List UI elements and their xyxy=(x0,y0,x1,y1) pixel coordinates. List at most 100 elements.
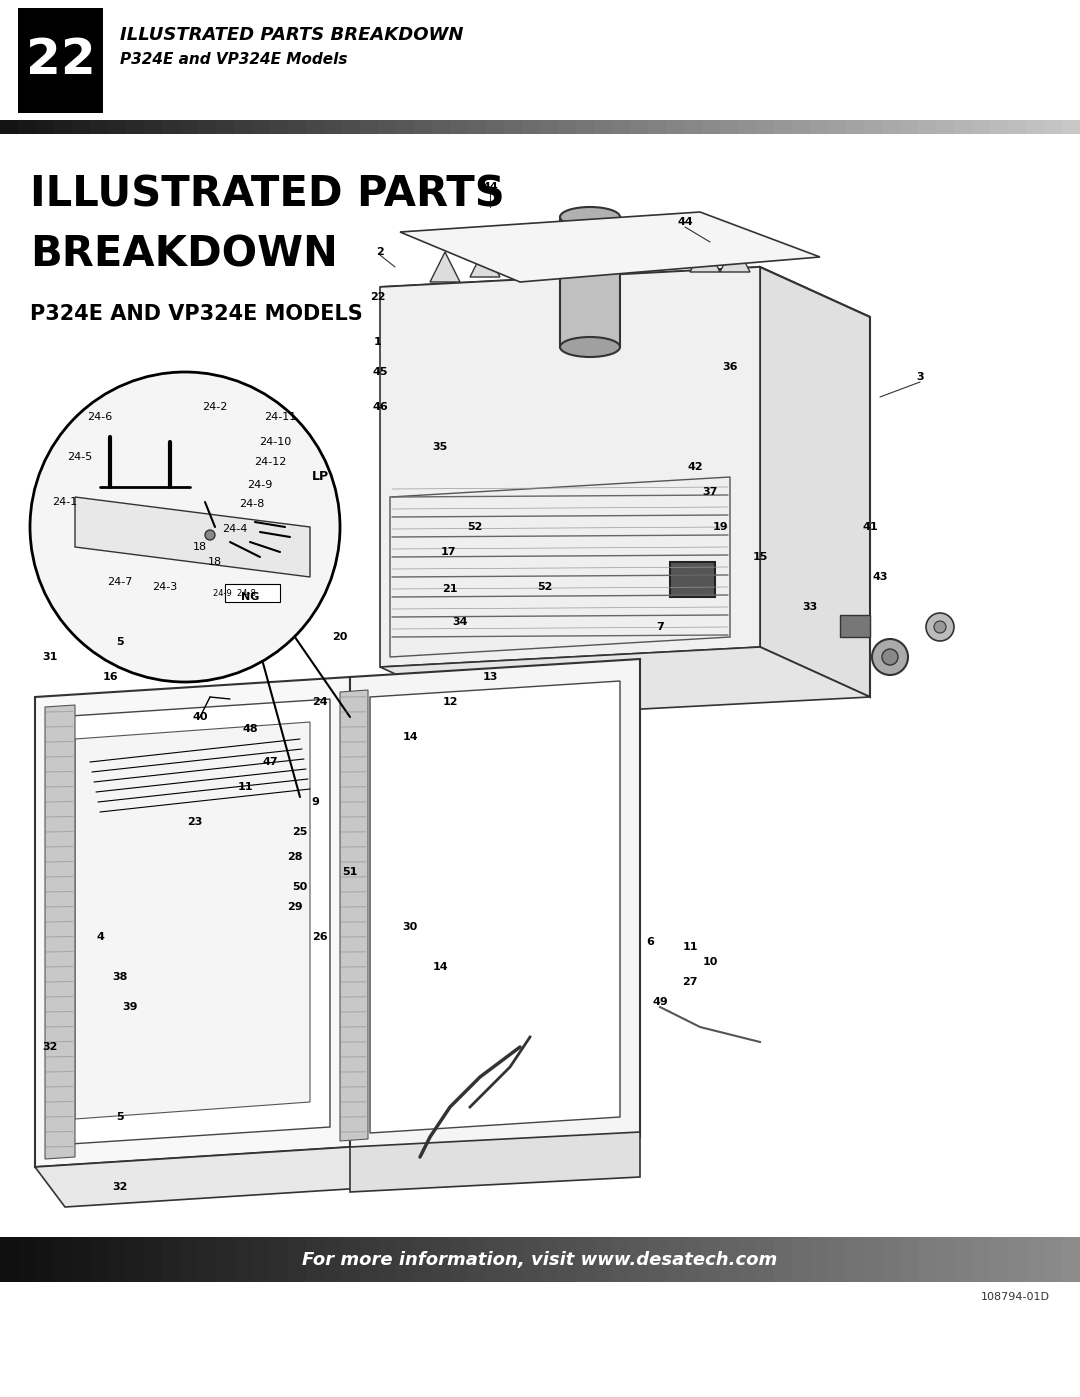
Bar xyxy=(702,1236,721,1282)
Bar xyxy=(180,120,199,134)
Circle shape xyxy=(30,372,340,682)
Polygon shape xyxy=(45,705,75,1160)
Bar xyxy=(252,1236,271,1282)
Bar xyxy=(90,1236,109,1282)
Bar xyxy=(288,1236,307,1282)
Text: 10: 10 xyxy=(702,957,718,967)
Bar xyxy=(756,1236,775,1282)
Circle shape xyxy=(934,622,946,633)
Bar xyxy=(144,1236,163,1282)
Polygon shape xyxy=(400,212,820,282)
Circle shape xyxy=(882,650,897,665)
Text: 20: 20 xyxy=(333,631,348,643)
Text: 18: 18 xyxy=(208,557,222,567)
Text: 24-12: 24-12 xyxy=(254,457,286,467)
Bar xyxy=(0,120,19,134)
Polygon shape xyxy=(75,497,310,577)
Text: 47: 47 xyxy=(262,757,278,767)
Bar xyxy=(486,120,505,134)
Text: 23: 23 xyxy=(187,817,203,827)
Bar xyxy=(414,1236,433,1282)
Polygon shape xyxy=(690,242,720,272)
Bar xyxy=(846,1236,865,1282)
Bar xyxy=(468,120,487,134)
Polygon shape xyxy=(350,659,640,1155)
Bar xyxy=(972,1236,991,1282)
Text: 40: 40 xyxy=(192,712,207,722)
Circle shape xyxy=(926,613,954,641)
Bar xyxy=(612,1236,631,1282)
Bar xyxy=(972,120,991,134)
Text: 33: 33 xyxy=(802,602,818,612)
Text: P324E and VP324E Models: P324E and VP324E Models xyxy=(120,53,348,67)
Text: 1: 1 xyxy=(374,337,382,346)
Bar xyxy=(1062,120,1080,134)
Bar xyxy=(630,1236,649,1282)
Text: 29: 29 xyxy=(287,902,302,912)
Text: 41: 41 xyxy=(862,522,878,532)
Bar xyxy=(882,1236,901,1282)
Text: 24: 24 xyxy=(312,697,328,707)
Bar xyxy=(324,1236,343,1282)
Bar xyxy=(36,1236,55,1282)
Text: 34: 34 xyxy=(453,617,468,627)
Polygon shape xyxy=(380,647,870,717)
Bar xyxy=(414,120,433,134)
Text: 21: 21 xyxy=(442,584,458,594)
Bar xyxy=(954,120,973,134)
Bar xyxy=(1044,1236,1063,1282)
Text: 36: 36 xyxy=(723,362,738,372)
Polygon shape xyxy=(380,267,870,342)
Bar xyxy=(225,584,280,602)
Text: 15: 15 xyxy=(753,552,768,562)
Bar xyxy=(162,1236,181,1282)
Circle shape xyxy=(872,638,908,675)
Text: BREAKDOWN: BREAKDOWN xyxy=(30,233,338,275)
Polygon shape xyxy=(340,690,368,1141)
Text: 24-6: 24-6 xyxy=(87,412,112,422)
Text: ILLUSTRATED PARTS BREAKDOWN: ILLUSTRATED PARTS BREAKDOWN xyxy=(120,27,463,43)
Bar xyxy=(270,1236,289,1282)
Bar xyxy=(36,120,55,134)
Bar xyxy=(18,120,37,134)
Text: 22: 22 xyxy=(26,36,95,84)
Text: 26: 26 xyxy=(312,932,328,942)
Text: 14: 14 xyxy=(402,732,418,742)
Bar xyxy=(396,1236,415,1282)
Text: 18: 18 xyxy=(193,542,207,552)
Text: 2: 2 xyxy=(376,247,383,257)
Text: 28: 28 xyxy=(287,852,302,862)
Text: 32: 32 xyxy=(112,1182,127,1192)
Bar xyxy=(342,120,361,134)
Bar xyxy=(378,1236,397,1282)
Bar xyxy=(0,1236,19,1282)
Polygon shape xyxy=(35,1147,380,1207)
Ellipse shape xyxy=(561,207,620,226)
Bar xyxy=(126,1236,145,1282)
Bar xyxy=(54,1236,73,1282)
Bar xyxy=(162,120,181,134)
Text: 11: 11 xyxy=(238,782,253,792)
Text: 35: 35 xyxy=(432,441,447,453)
Polygon shape xyxy=(65,747,120,812)
Bar xyxy=(504,120,523,134)
Bar xyxy=(72,1236,91,1282)
FancyBboxPatch shape xyxy=(18,8,103,113)
Text: 46: 46 xyxy=(373,402,388,412)
Text: 5: 5 xyxy=(117,1112,124,1122)
Bar xyxy=(324,120,343,134)
Text: 52: 52 xyxy=(538,583,553,592)
Bar xyxy=(594,1236,613,1282)
Bar xyxy=(936,1236,955,1282)
Bar xyxy=(684,120,703,134)
Text: 24-10: 24-10 xyxy=(259,437,292,447)
Bar xyxy=(360,1236,379,1282)
Bar xyxy=(630,120,649,134)
Bar xyxy=(684,1236,703,1282)
Polygon shape xyxy=(35,678,350,1166)
Bar xyxy=(648,1236,667,1282)
Text: 16: 16 xyxy=(103,672,118,682)
Bar xyxy=(738,120,757,134)
Bar xyxy=(558,120,577,134)
Bar xyxy=(666,1236,685,1282)
